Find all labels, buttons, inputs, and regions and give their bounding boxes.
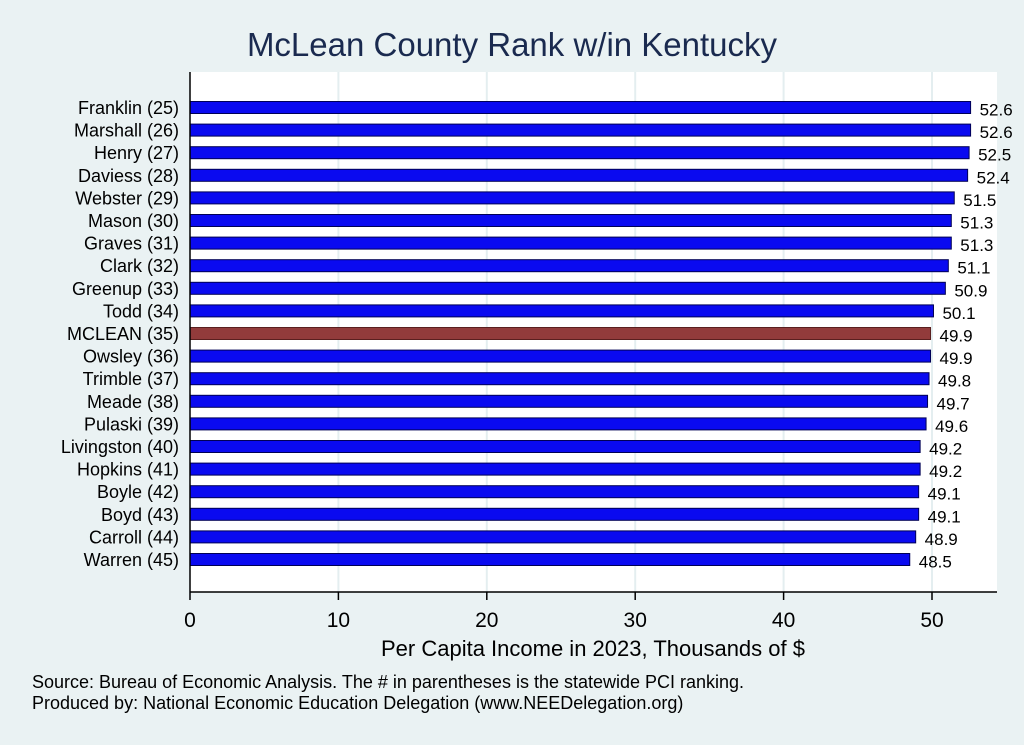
category-label: Graves (31) [84,234,179,254]
data-label: 49.7 [937,394,970,413]
bar [189,553,911,566]
x-tick-label: 0 [184,609,196,632]
bar [189,462,921,476]
bar [189,259,949,273]
category-label: Marshall (26) [74,121,179,141]
data-label: 49.2 [929,462,962,481]
category-label: Carroll (44) [89,527,179,547]
data-label: 52.4 [977,168,1010,187]
bar [189,168,969,182]
bar [189,101,972,114]
bar [189,530,917,544]
category-label: Henry (27) [94,143,179,163]
category-label: Boyle (42) [97,482,179,502]
chart-title: McLean County Rank w/in Kentucky [246,26,778,63]
data-label: 50.1 [942,304,975,323]
bar [189,146,970,160]
data-label: 52.6 [980,123,1013,142]
x-axis-title: Per Capita Income in 2023, Thousands of … [381,636,805,661]
category-label: Clark (32) [100,256,179,276]
data-label: 49.1 [928,507,961,526]
category-label: Hopkins (41) [77,460,179,480]
category-label: Todd (34) [103,301,179,321]
x-tick-label: 50 [920,609,943,632]
source-note: Source: Bureau of Economic Analysis. The… [32,672,745,692]
category-label: Webster (29) [75,188,179,208]
bar [189,191,955,205]
producer-note: Produced by: National Economic Education… [32,693,684,713]
data-label: 51.3 [960,214,993,233]
category-label: Livingston (40) [61,437,179,457]
category-label: Mason (30) [88,211,179,231]
bar [189,507,920,521]
data-label: 49.6 [935,417,968,436]
category-label: Boyd (43) [101,505,179,525]
data-label: 49.9 [940,327,973,346]
bar-highlight [189,327,932,340]
bar [189,440,921,453]
x-tick-label: 10 [327,609,350,632]
x-tick-label: 30 [624,609,647,632]
data-label: 49.9 [940,349,973,368]
bar [189,485,920,499]
x-tick-label: 20 [475,609,498,632]
bar [189,123,972,137]
bar [189,214,952,227]
category-label: Franklin (25) [78,98,179,118]
data-label: 52.5 [978,146,1011,165]
data-label: 49.8 [938,372,971,391]
category-label: Daviess (28) [78,166,179,186]
x-tick-label: 40 [772,609,795,632]
bar [189,349,932,363]
bar [189,304,934,318]
data-label: 51.3 [960,236,993,255]
data-label: 51.5 [963,191,996,210]
category-label: Pulaski (39) [84,414,179,434]
data-label: 50.9 [954,281,987,300]
bar [189,417,927,431]
data-label: 48.9 [925,530,958,549]
data-label: 49.2 [929,440,962,459]
data-label: 49.1 [928,485,961,504]
category-label: Owsley (36) [83,347,179,367]
bar [189,236,952,250]
category-label: Trimble (37) [83,369,179,389]
bar [189,394,929,408]
bar [189,281,946,295]
bar [189,372,930,386]
category-label: Warren (45) [84,550,179,570]
category-label: Meade (38) [87,392,179,412]
category-label: Greenup (33) [72,279,179,299]
data-label: 48.5 [919,553,952,572]
data-label: 51.1 [957,259,990,278]
data-label: 52.6 [980,101,1013,120]
category-label: MCLEAN (35) [67,324,179,344]
